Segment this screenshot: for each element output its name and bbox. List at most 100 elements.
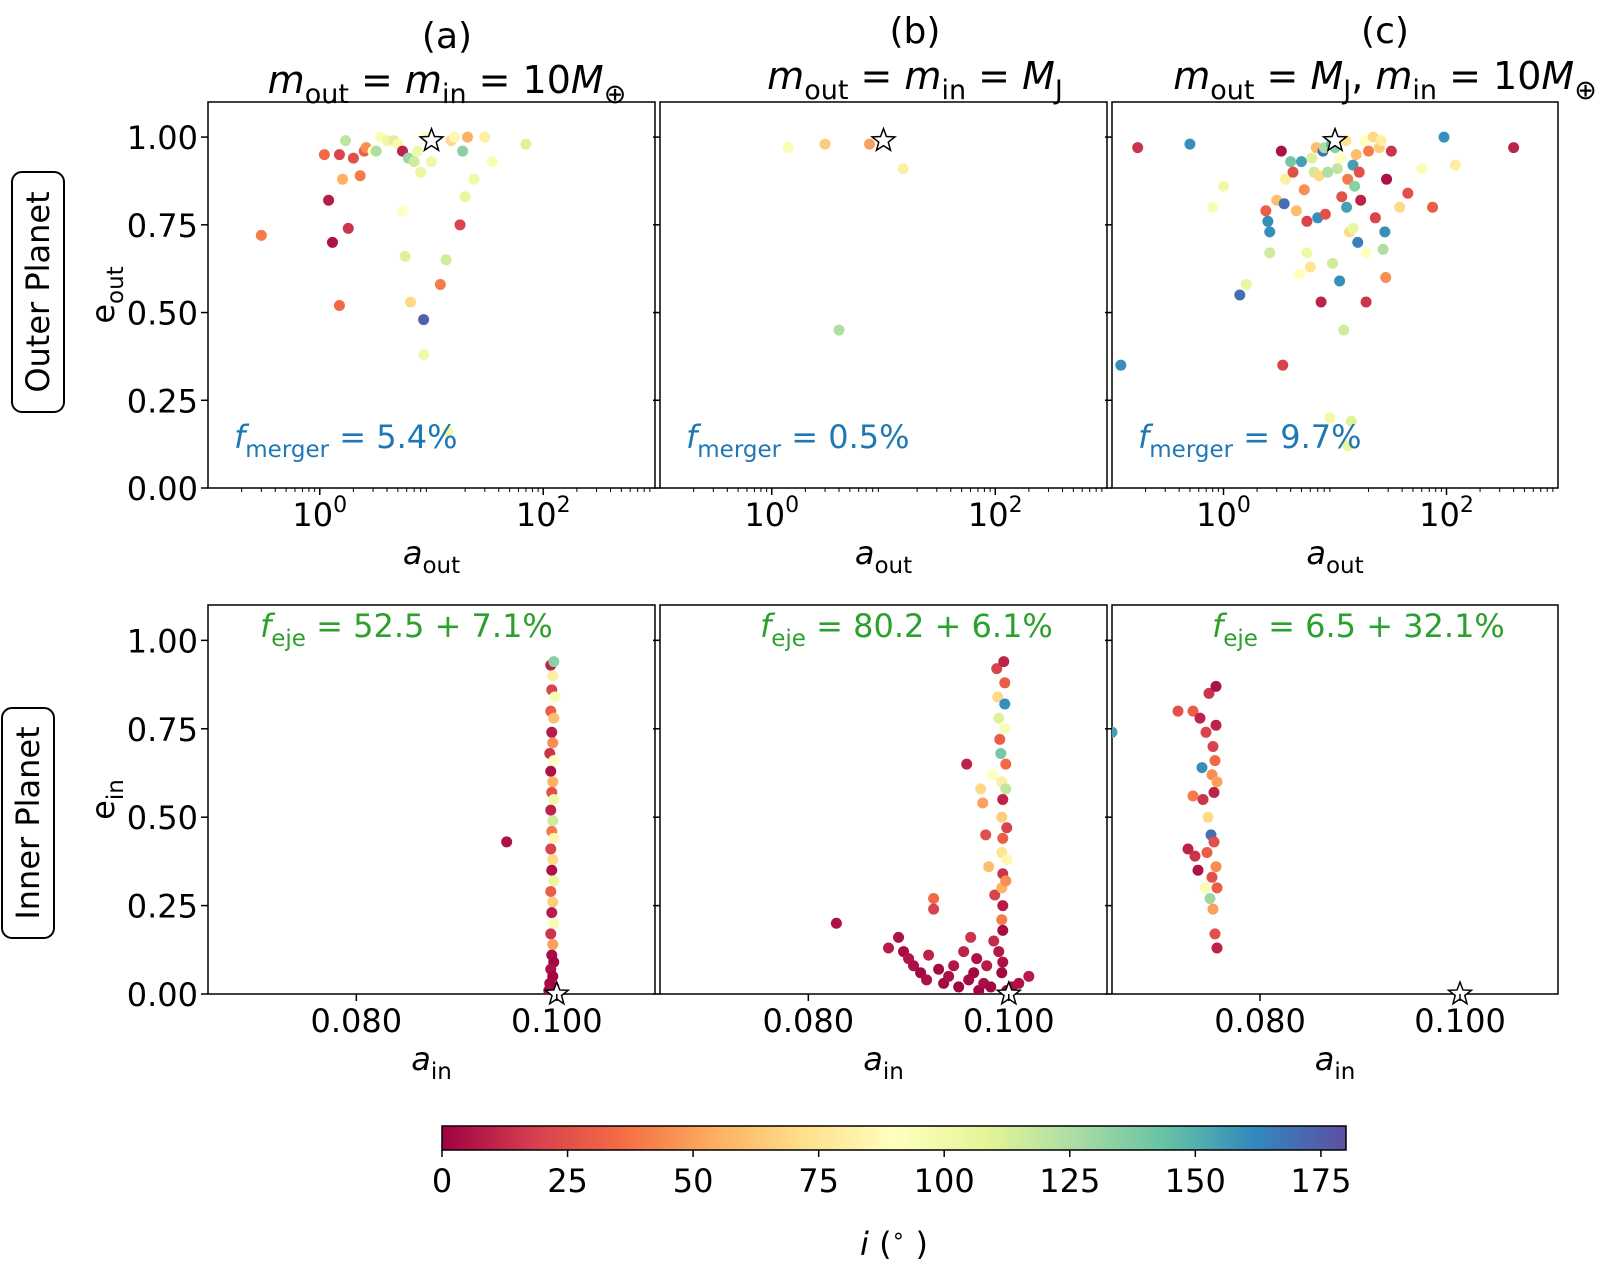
scatter-point <box>547 854 559 866</box>
scatter-point <box>953 981 965 993</box>
scatter-point <box>1000 758 1012 770</box>
scatter-point <box>1342 173 1354 185</box>
scatter-point <box>1264 247 1276 259</box>
scatter-point <box>1209 928 1221 940</box>
scatter-point <box>1234 289 1246 301</box>
y-tick-label: 0.50 <box>127 799 198 837</box>
scatter-point <box>1210 861 1222 873</box>
scatter-point <box>864 138 876 150</box>
scatter-point <box>996 967 1008 979</box>
scatter-point <box>1199 882 1211 894</box>
scatter-point <box>997 924 1009 936</box>
scatter-point <box>948 960 960 972</box>
scatter-point <box>923 949 935 961</box>
scatter-point <box>547 815 559 827</box>
scatter-point <box>943 970 955 982</box>
colorbar-tick-label: 0 <box>432 1162 452 1200</box>
scatter-point <box>548 755 560 767</box>
ejection-fraction-annotation: feje = 80.2 + 6.1% <box>760 607 1053 652</box>
row-label-inner-text: Inner Planet <box>9 726 47 919</box>
scatter-point <box>549 691 561 703</box>
title-part: M <box>1310 54 1343 98</box>
scatter-point <box>1280 173 1292 185</box>
scatter-point <box>897 163 909 175</box>
merger-fraction-annotation: fmerger = 5.4% <box>234 418 458 463</box>
x-tick-label: 0.080 <box>311 1002 403 1040</box>
scatter-point <box>998 656 1010 668</box>
scatter-point <box>999 723 1011 735</box>
scatter-point <box>546 864 558 876</box>
panel-title-b: mout = min = MJ <box>767 54 1063 106</box>
scatter-point <box>1315 296 1327 308</box>
scatter-point <box>1197 794 1209 805</box>
scatter-point <box>548 875 560 887</box>
x-axis-label: aout <box>855 534 912 579</box>
scatter-point <box>354 170 366 182</box>
scatter-point <box>1210 680 1222 692</box>
title-part: m <box>904 54 941 98</box>
scatter-point <box>1208 786 1220 798</box>
scatter-point <box>1338 324 1350 336</box>
y-tick-label: 0.75 <box>127 207 198 245</box>
row-label-outer-box <box>11 171 65 413</box>
scatter-point <box>997 794 1009 805</box>
scatter-point <box>547 896 559 908</box>
scatter-point <box>1209 755 1221 767</box>
scatter-point <box>370 145 382 157</box>
scatter-point <box>1115 359 1127 371</box>
scatter-point <box>1189 850 1201 862</box>
scatter-point <box>991 663 1003 675</box>
scatter-point <box>1363 145 1375 157</box>
x-tick-label: 0.100 <box>1414 1002 1506 1040</box>
colorbar-ticks: 0 25 50 75 100 125 150 175 <box>432 1150 1351 1200</box>
scatter-point <box>1211 776 1223 788</box>
colorbar-tick-label: 75 <box>798 1162 839 1200</box>
panel-b-inner: 0.080 0.100 ain feje = 80.2 + 6.1% <box>653 604 1111 1085</box>
scatter-point <box>996 914 1008 926</box>
title-part: = <box>848 54 904 98</box>
scatter-point <box>961 758 973 770</box>
scatter-point <box>993 712 1005 724</box>
scatter-point <box>1304 261 1316 273</box>
scatter-point <box>1306 152 1318 164</box>
x-axis-label: ain <box>411 1040 452 1085</box>
scatter-point <box>983 861 995 873</box>
scatter-point <box>459 191 471 203</box>
scatter-point <box>318 149 330 161</box>
star-marker <box>1321 126 1349 153</box>
scatter-point <box>545 928 557 940</box>
x-tick-label: 100 <box>1196 493 1251 534</box>
scatter-point <box>1360 296 1372 308</box>
axes-frame <box>207 101 656 489</box>
scatter-point <box>547 737 559 749</box>
panel-b-outer: 100 102 aout fmerger = 0.5% <box>653 101 1111 579</box>
star-marker <box>418 126 445 153</box>
scatter-point <box>1187 790 1199 802</box>
panel-label-c: (c) <box>1361 11 1409 52</box>
title-part: M <box>1541 54 1574 98</box>
scatter-point <box>1264 226 1276 238</box>
title-part: in <box>941 75 966 106</box>
scatter-point <box>1359 135 1371 147</box>
scatter-point <box>1196 762 1208 774</box>
scatter-point <box>933 963 945 975</box>
scatter-point <box>434 278 446 290</box>
scatter-point <box>405 296 417 308</box>
scatter-point <box>548 832 560 844</box>
scatter-point <box>1416 163 1428 175</box>
scatter-points <box>782 138 909 336</box>
scatter-point <box>1375 135 1387 147</box>
title-part: = <box>349 58 405 102</box>
scatter-point <box>468 173 480 185</box>
y-tick-label: 1.00 <box>127 622 198 660</box>
scatter-point <box>1380 271 1392 283</box>
scatter-point <box>1377 243 1389 255</box>
title-part: m <box>268 58 305 102</box>
row-label-inner-box <box>1 707 55 939</box>
scatter-point <box>1187 705 1199 717</box>
scatter-point <box>1023 970 1035 982</box>
scatter-point <box>980 829 992 841</box>
scatter-point <box>1201 847 1213 859</box>
scatter-point <box>545 843 557 855</box>
scatter-point <box>997 956 1009 968</box>
